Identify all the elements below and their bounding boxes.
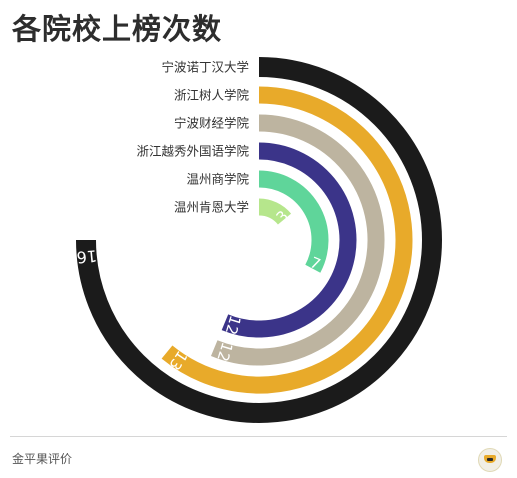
category-label: 宁波财经学院 (174, 116, 250, 131)
value-label: 12 (213, 340, 236, 364)
category-label: 浙江越秀外国语学院 (136, 144, 249, 159)
value-label: 12 (222, 313, 245, 337)
brand-logo-icon (478, 448, 502, 472)
category-label: 温州商学院 (186, 172, 249, 187)
radial-bar (221, 142, 357, 338)
radial-bar-chart: 宁波诺丁汉大学16浙江树人学院13宁波财经学院12浙江越秀外国语学院12温州商学… (76, 57, 442, 423)
radial-bar (258, 198, 292, 225)
source-label: 金平果评价 (12, 452, 73, 466)
radial-bar (76, 57, 442, 423)
category-label: 浙江树人学院 (174, 88, 250, 103)
category-label: 温州肯恩大学 (174, 200, 249, 215)
category-label: 宁波诺丁汉大学 (161, 60, 249, 75)
footer-divider (10, 436, 507, 437)
radial-bar (258, 170, 329, 273)
radial-bar (210, 114, 385, 366)
value-label: 16 (76, 246, 98, 267)
page-title: 各院校上榜次数 (12, 12, 223, 46)
radial-bar (161, 86, 413, 394)
